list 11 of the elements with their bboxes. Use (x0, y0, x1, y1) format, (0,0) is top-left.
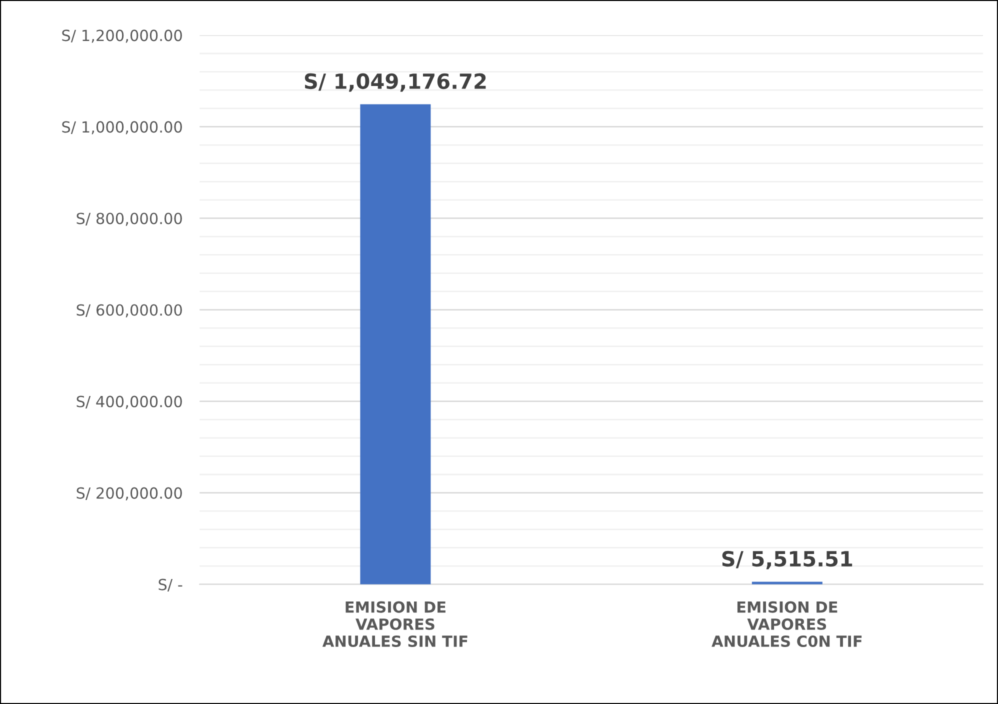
y-tick-label: S/ 200,000.00 (76, 487, 182, 500)
y-tick-label: S/ 400,000.00 (76, 396, 182, 409)
y-tick-label: S/ 800,000.00 (76, 212, 182, 226)
x-tick-label: EMISION DE VAPORES ANUALES C0N TIF (712, 601, 862, 648)
x-tick-label: EMISION DE VAPORES ANUALES SIN TIF (322, 601, 468, 648)
y-tick-label: S/ 1,200,000.00 (62, 30, 182, 43)
y-tick-label: S/ 1,000,000.00 (62, 121, 182, 134)
data-label: S/ 5,515.51 (722, 550, 852, 570)
y-tick-label: S/ - (158, 578, 182, 592)
data-label: S/ 1,049,176.72 (304, 73, 486, 92)
y-tick-label: S/ 600,000.00 (76, 304, 182, 318)
